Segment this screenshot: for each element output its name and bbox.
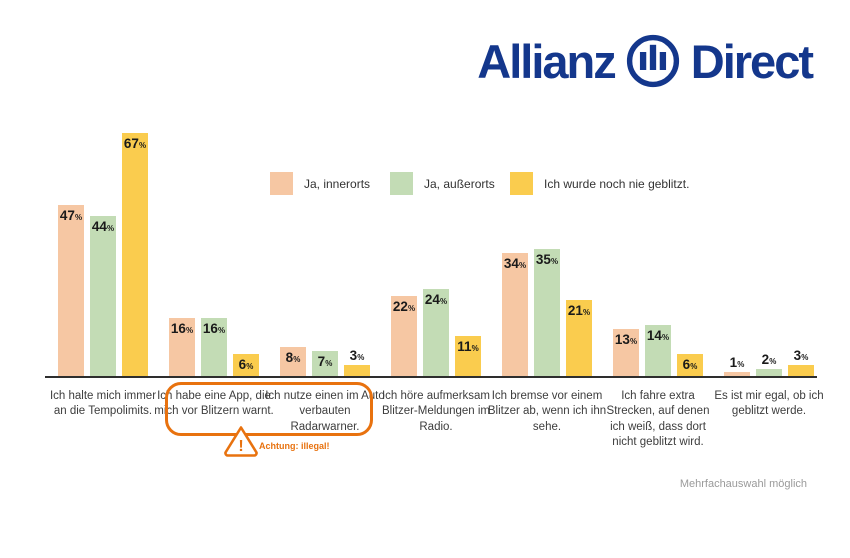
- legend-item: Ja, innerorts: [270, 172, 370, 195]
- bar-value-label: 13%: [614, 332, 638, 347]
- bar-value-label: 47%: [59, 208, 83, 223]
- percent-sign: %: [629, 337, 638, 346]
- bar-group: 16% 16% 6%: [169, 318, 259, 376]
- bar: 8%: [280, 347, 306, 376]
- category-label: Es ist mir egal, ob ich geblitzt werde.: [714, 390, 824, 418]
- x-axis-line: [45, 376, 817, 378]
- category-label: Ich höre aufmerksam Blitzer-Meldungen im…: [381, 390, 490, 433]
- category-label: Ich halte mich immer an die Tempolimits.: [49, 390, 157, 418]
- percent-sign: %: [737, 360, 745, 369]
- percent-sign: %: [293, 355, 301, 364]
- bar-value-label: 11%: [457, 339, 479, 354]
- bar-value-label: 3%: [793, 348, 809, 363]
- category-label: Ich bremse vor einem Blitzer ab, wenn ic…: [487, 390, 607, 433]
- bar-value-label: 14%: [646, 328, 670, 343]
- bar-value-label: 67%: [123, 136, 147, 151]
- bar-group: 34% 35% 21%: [502, 249, 592, 376]
- svg-text:!: !: [238, 438, 243, 455]
- illegal-highlight-box: [165, 382, 373, 436]
- category-label: Ich nutze einen im Auto verbauten Radarw…: [265, 390, 385, 433]
- bar: 6%: [233, 354, 259, 376]
- percent-sign: %: [407, 304, 416, 313]
- bar-value-label: 7%: [317, 354, 333, 369]
- footer-note: Mehrfachauswahl möglich: [679, 478, 807, 490]
- percent-sign: %: [661, 333, 670, 342]
- legend-swatch: [390, 172, 413, 195]
- percent-sign: %: [74, 213, 83, 222]
- bar: 34%: [502, 253, 528, 376]
- category-label: Ich fahre extra Strecken, auf denen ich …: [606, 390, 710, 448]
- bar: 13%: [613, 329, 639, 376]
- bar-value-label: 6%: [238, 357, 254, 372]
- bar: 1%: [724, 356, 750, 376]
- bar: 67%: [122, 133, 148, 376]
- percent-sign: %: [471, 344, 479, 353]
- bar-group: 47% 44% 67%: [58, 133, 148, 376]
- bar-value-label: 34%: [503, 256, 527, 271]
- legend-item: Ja, außerorts: [390, 172, 495, 195]
- percent-sign: %: [325, 359, 333, 368]
- bar: 2%: [756, 353, 782, 376]
- percent-sign: %: [357, 353, 365, 362]
- bar-value-label: 21%: [567, 303, 591, 318]
- percent-sign: %: [138, 141, 147, 150]
- percent-sign: %: [246, 362, 254, 371]
- percent-sign: %: [769, 357, 777, 366]
- percent-sign: %: [550, 257, 559, 266]
- legend-item: Ich wurde noch nie geblitzt.: [510, 172, 689, 195]
- warning-label: Achtung: illegal!: [259, 441, 330, 451]
- percent-sign: %: [690, 362, 698, 371]
- percent-sign: %: [217, 326, 226, 335]
- bar: 22%: [391, 296, 417, 376]
- bar-value-label: 35%: [535, 252, 559, 267]
- bar-value-label: 8%: [285, 350, 301, 365]
- legend-label: Ja, außerorts: [424, 176, 495, 191]
- bar: 44%: [90, 216, 116, 376]
- bar: 35%: [534, 249, 560, 376]
- bar: 3%: [788, 349, 814, 376]
- bar-group: 8% 7% 3%: [280, 347, 370, 376]
- bar-value-label: 6%: [682, 357, 698, 372]
- percent-sign: %: [185, 326, 194, 335]
- bar: 21%: [566, 300, 592, 376]
- legend-swatch: [510, 172, 533, 195]
- legend-label: Ja, innerorts: [304, 176, 371, 191]
- warning-icon: !: [224, 426, 258, 457]
- bar-value-label: 16%: [202, 321, 226, 336]
- bar-value-label: 16%: [170, 321, 194, 336]
- bar: 14%: [645, 325, 671, 376]
- bar-value-label: 44%: [91, 219, 115, 234]
- bar-value-label: 3%: [349, 348, 365, 363]
- allianz-eagle-icon: [626, 34, 679, 88]
- bar: 6%: [677, 354, 703, 376]
- bar-value-label: 22%: [392, 299, 416, 314]
- bar: 11%: [455, 336, 481, 376]
- bar: 24%: [423, 289, 449, 376]
- percent-sign: %: [439, 297, 448, 306]
- legend-label: Ich wurde noch nie geblitzt.: [544, 176, 690, 191]
- bar-group: 1% 2% 3%: [724, 349, 814, 376]
- logo-word-allianz: Allianz: [477, 34, 616, 88]
- bar: 16%: [201, 318, 227, 376]
- bar-value-label: 1%: [729, 355, 745, 370]
- percent-sign: %: [801, 353, 809, 362]
- bar-value-label: 24%: [424, 292, 448, 307]
- bar-group: 22% 24% 11%: [391, 289, 481, 376]
- allianz-direct-logo: Allianz Direct: [477, 34, 814, 88]
- legend-swatch: [270, 172, 293, 195]
- bar-group: 13% 14% 6%: [613, 325, 703, 376]
- bar-value-label: 2%: [761, 352, 777, 367]
- logo-word-direct: Direct: [690, 34, 814, 88]
- bar: 16%: [169, 318, 195, 376]
- bar: 7%: [312, 351, 338, 376]
- percent-sign: %: [106, 224, 115, 233]
- category-label: Ich habe eine App, die mich vor Blitzern…: [154, 390, 274, 418]
- bar: 47%: [58, 205, 84, 376]
- bar: 3%: [344, 349, 370, 376]
- percent-sign: %: [582, 308, 591, 317]
- percent-sign: %: [518, 261, 527, 270]
